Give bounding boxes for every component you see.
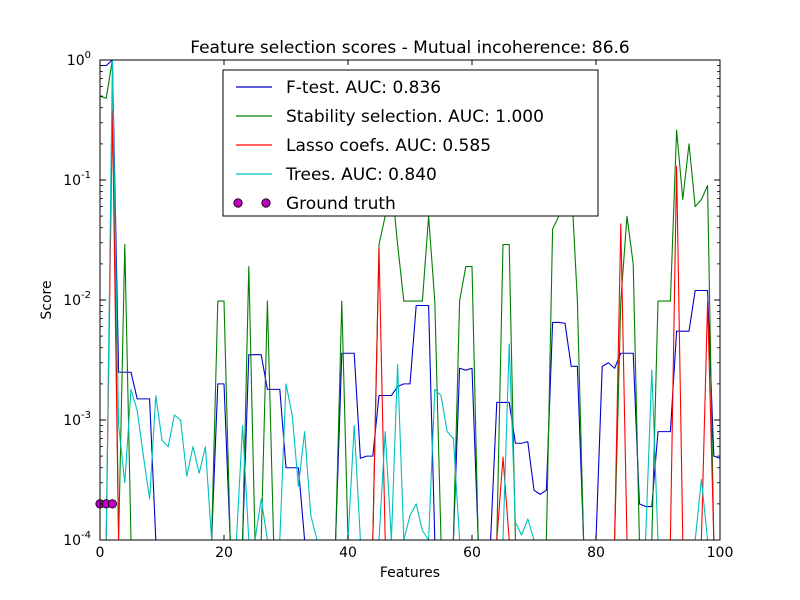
x-tick-label: 100	[707, 545, 734, 561]
y-tick-label: 10-1	[63, 170, 91, 189]
legend-label: Ground truth	[286, 194, 396, 214]
ground-truth-point	[107, 499, 118, 509]
x-tick-label: 0	[96, 545, 105, 561]
x-tick-label: 20	[215, 545, 233, 561]
y-axis: 10-4 10-3 10-2 10-1 100	[63, 50, 720, 549]
x-axis-label: Features	[380, 565, 440, 581]
legend-label: Stability selection. AUC: 1.000	[286, 107, 544, 127]
x-axis: 0 20 40 60 80 100	[96, 60, 734, 561]
y-tick-label: 10-3	[63, 410, 91, 429]
legend-label: F-test. AUC: 0.836	[286, 78, 441, 98]
x-tick-label: 60	[463, 545, 481, 561]
y-tick-label: 100	[67, 50, 91, 69]
y-axis-label: Score	[39, 280, 55, 319]
legend: F-test. AUC: 0.836 Stability selection. A…	[222, 69, 599, 217]
x-tick-label: 80	[587, 545, 605, 561]
legend-marker	[261, 198, 271, 208]
legend-box	[222, 69, 599, 217]
legend-marker	[233, 198, 243, 208]
legend-label: Trees. AUC: 0.840	[285, 165, 437, 185]
y-tick-label: 10-2	[63, 290, 91, 309]
y-tick-label: 10-4	[63, 530, 91, 549]
marker-layer	[95, 499, 118, 509]
x-tick-label: 40	[339, 545, 357, 561]
chart-title: Feature selection scores - Mutual incohe…	[190, 38, 629, 58]
legend-label: Lasso coefs. AUC: 0.585	[286, 136, 491, 156]
